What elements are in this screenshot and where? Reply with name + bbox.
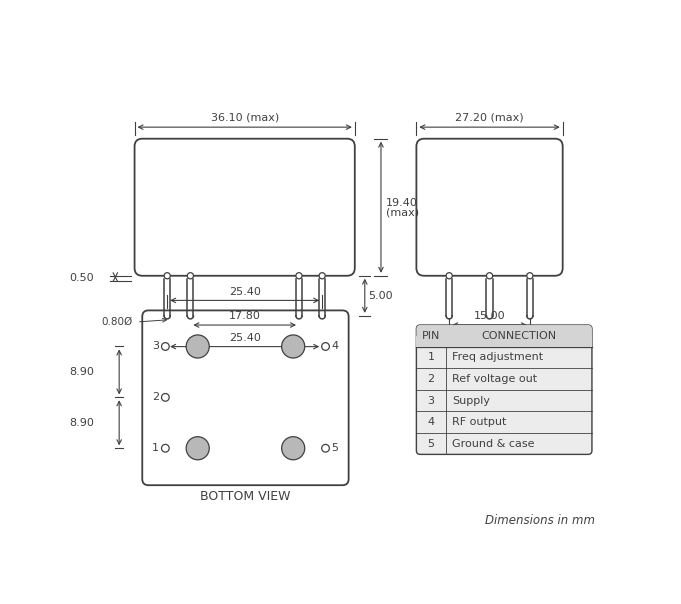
Text: 36.10 (max): 36.10 (max) bbox=[210, 112, 279, 123]
Text: 15.00: 15.00 bbox=[474, 311, 505, 321]
Text: PIN: PIN bbox=[422, 331, 440, 341]
Text: Supply: Supply bbox=[452, 396, 490, 405]
Text: 4: 4 bbox=[428, 417, 434, 427]
Text: 25.40: 25.40 bbox=[229, 333, 261, 342]
Circle shape bbox=[296, 272, 302, 279]
Text: Freq adjustment: Freq adjustment bbox=[452, 352, 543, 362]
Circle shape bbox=[164, 272, 170, 279]
Text: Ref voltage out: Ref voltage out bbox=[452, 374, 537, 384]
Text: 5: 5 bbox=[332, 443, 338, 453]
Circle shape bbox=[282, 437, 304, 460]
Text: 1: 1 bbox=[153, 443, 159, 453]
Text: RF output: RF output bbox=[452, 417, 506, 427]
Text: 8.90: 8.90 bbox=[69, 367, 95, 377]
Circle shape bbox=[161, 342, 169, 350]
FancyBboxPatch shape bbox=[142, 310, 349, 485]
Text: 5: 5 bbox=[428, 439, 434, 449]
Text: 2: 2 bbox=[428, 374, 434, 384]
Circle shape bbox=[187, 272, 193, 279]
Text: BOTTOM VIEW: BOTTOM VIEW bbox=[200, 490, 291, 503]
Text: (max): (max) bbox=[385, 208, 419, 217]
Text: 0.80Ø: 0.80Ø bbox=[101, 317, 133, 327]
Circle shape bbox=[446, 272, 452, 279]
Text: 2: 2 bbox=[152, 393, 159, 402]
Text: 3: 3 bbox=[428, 396, 434, 405]
Text: 17.80: 17.80 bbox=[229, 311, 261, 321]
Circle shape bbox=[161, 394, 169, 401]
Bar bbox=[416, 336, 592, 347]
Text: 0.50: 0.50 bbox=[69, 274, 94, 283]
FancyBboxPatch shape bbox=[416, 139, 563, 276]
Text: 5.00: 5.00 bbox=[368, 291, 393, 301]
Circle shape bbox=[282, 335, 304, 358]
Text: 25.40: 25.40 bbox=[229, 286, 261, 297]
FancyBboxPatch shape bbox=[135, 139, 355, 276]
Text: CONNECTION: CONNECTION bbox=[481, 331, 556, 341]
Text: 8.90: 8.90 bbox=[69, 418, 95, 428]
FancyBboxPatch shape bbox=[416, 325, 592, 454]
Circle shape bbox=[321, 445, 330, 452]
Circle shape bbox=[527, 272, 533, 279]
Circle shape bbox=[161, 445, 169, 452]
Circle shape bbox=[186, 437, 209, 460]
Text: Ground & case: Ground & case bbox=[452, 439, 535, 449]
Text: 3: 3 bbox=[153, 341, 159, 352]
FancyBboxPatch shape bbox=[416, 325, 592, 347]
Circle shape bbox=[186, 335, 209, 358]
Text: 27.20 (max): 27.20 (max) bbox=[455, 112, 524, 123]
Circle shape bbox=[321, 342, 330, 350]
Text: Dimensions in mm: Dimensions in mm bbox=[485, 514, 595, 527]
Circle shape bbox=[486, 272, 492, 279]
Text: 1: 1 bbox=[428, 352, 434, 362]
Circle shape bbox=[319, 272, 326, 279]
Text: 4: 4 bbox=[332, 341, 339, 352]
Text: 19.40: 19.40 bbox=[385, 198, 417, 208]
